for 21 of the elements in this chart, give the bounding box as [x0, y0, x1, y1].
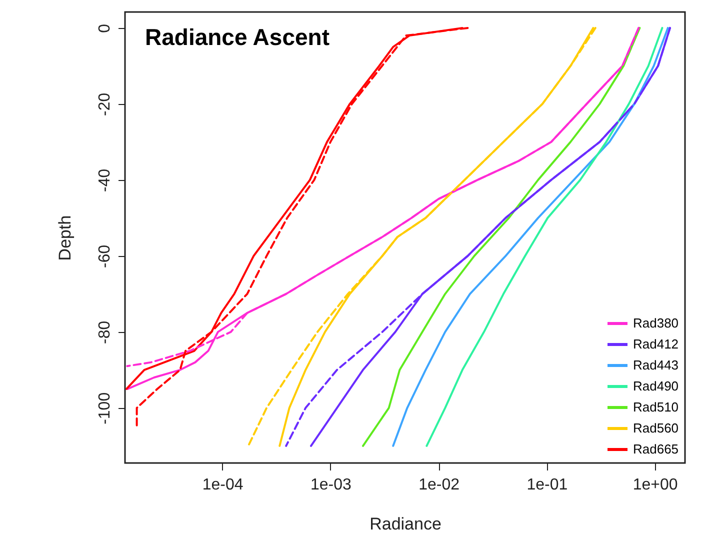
y-tick-label: -20	[96, 92, 114, 116]
text: Radiance Ascent	[145, 24, 330, 50]
legend-label: Rad665	[633, 442, 679, 456]
legend-label: Rad412	[633, 336, 679, 352]
y-tick-label: -80	[96, 320, 114, 344]
x-tick-label: 1e-01	[526, 476, 568, 494]
y-tick-label: -60	[96, 244, 114, 268]
legend-label: Rad443	[633, 358, 679, 372]
legend-label: Rad490	[633, 378, 679, 394]
x-tick-label: 1e-02	[418, 476, 460, 494]
x-tick-label: 1e+00	[632, 476, 678, 494]
y-axis-title: Depth	[56, 215, 74, 261]
y-tick-label: -100	[96, 392, 114, 424]
x-tick-label: 1e-04	[202, 476, 244, 494]
legend-label: Rad510	[633, 400, 679, 414]
legend-label: Rad380	[633, 316, 679, 330]
y-tick-label: -40	[96, 168, 114, 192]
legend-label: Rad560	[633, 420, 679, 436]
x-axis-title: Radiance	[370, 514, 442, 534]
x-tick-label: 1e-03	[310, 476, 352, 494]
y-tick-label: 0	[96, 24, 114, 33]
